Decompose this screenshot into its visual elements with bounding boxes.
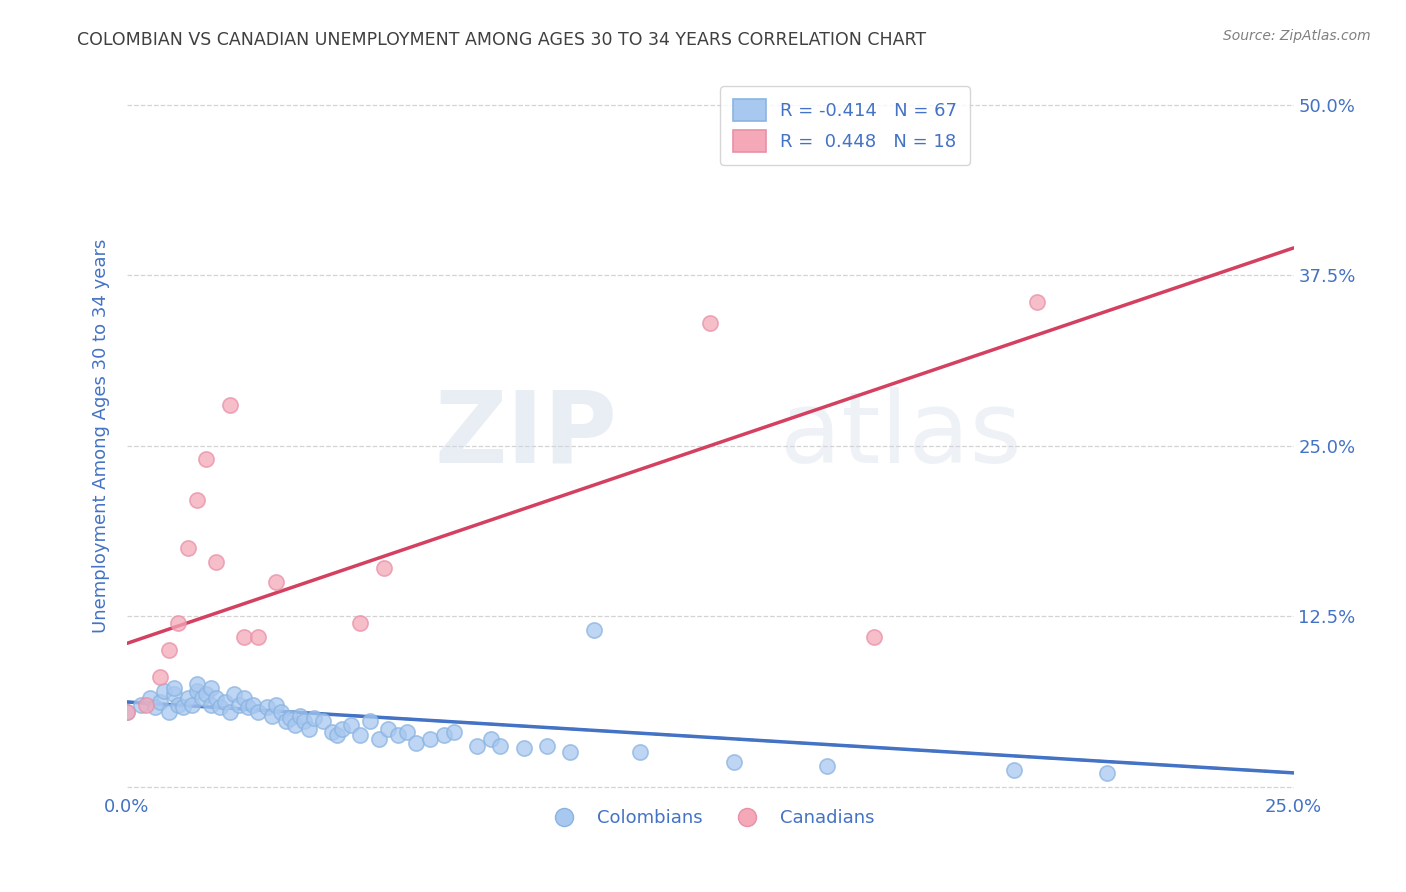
Point [129,698,152,712]
Point [157,643,180,657]
Text: atlas: atlas [780,387,1022,483]
Point [115,705,138,719]
Point [512,741,534,756]
Point [298,723,321,737]
Point [186,684,208,698]
Point [628,746,651,760]
Point [167,615,190,630]
Point [181,698,204,712]
Point [340,718,363,732]
Point [143,700,166,714]
Point [163,687,186,701]
Point [204,690,226,705]
Point [1026,295,1049,310]
Point [218,705,240,719]
Point [284,718,307,732]
Point [266,698,288,712]
Point [536,739,558,753]
Point [723,755,745,769]
Point [368,731,391,746]
Point [195,452,218,467]
Point [246,705,269,719]
Point [218,398,240,412]
Point [349,615,371,630]
Point [260,708,283,723]
Point [266,574,288,589]
Point [312,714,335,728]
Point [228,698,250,712]
Point [489,739,512,753]
Point [214,695,236,709]
Point [326,728,349,742]
Point [232,630,254,644]
Point [479,731,502,746]
Point [330,723,353,737]
Point [395,725,418,739]
Point [433,728,456,742]
Point [373,561,395,575]
Point [172,700,194,714]
Point [149,695,172,709]
Point [302,711,325,725]
Point [377,723,399,737]
Point [115,705,138,719]
Point [204,555,226,569]
Point [200,698,222,712]
Point [200,681,222,696]
Point [157,705,180,719]
Text: ZIP: ZIP [434,387,617,483]
Point [149,670,172,684]
Legend: Colombians, Canadians: Colombians, Canadians [538,802,882,834]
Point [195,687,218,701]
Point [419,731,441,746]
Point [288,708,311,723]
Point [270,705,292,719]
Point [224,687,246,701]
Point [190,690,212,705]
Point [232,690,254,705]
Point [278,711,301,725]
Point [246,630,269,644]
Point [582,623,605,637]
Point [135,698,157,712]
Point [349,728,371,742]
Point [209,700,232,714]
Y-axis label: Unemployment Among Ages 30 to 34 years: Unemployment Among Ages 30 to 34 years [93,238,110,632]
Point [443,725,465,739]
Point [238,700,260,714]
Point [862,630,884,644]
Point [1095,765,1118,780]
Point [1002,763,1025,777]
Point [274,714,297,728]
Point [176,541,198,555]
Point [139,690,162,705]
Point [292,714,315,728]
Point [153,684,176,698]
Point [321,725,343,739]
Point [465,739,488,753]
Point [186,493,208,508]
Point [256,700,278,714]
Point [387,728,409,742]
Point [815,759,838,773]
Point [699,316,721,330]
Point [242,698,264,712]
Point [405,736,427,750]
Point [176,690,198,705]
Point [186,677,208,691]
Point [359,714,381,728]
Text: COLOMBIAN VS CANADIAN UNEMPLOYMENT AMONG AGES 30 TO 34 YEARS CORRELATION CHART: COLOMBIAN VS CANADIAN UNEMPLOYMENT AMONG… [77,31,927,49]
Point [560,746,582,760]
Point [167,698,190,712]
Text: Source: ZipAtlas.com: Source: ZipAtlas.com [1223,29,1371,43]
Point [163,681,186,696]
